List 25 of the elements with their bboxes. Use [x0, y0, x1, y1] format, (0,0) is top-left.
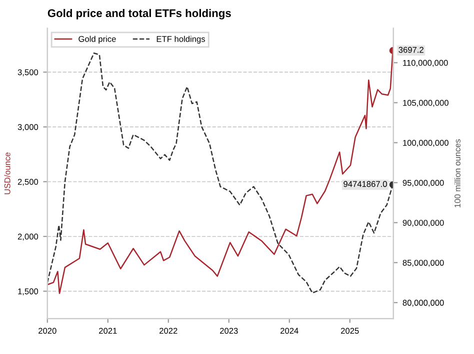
y2-axis-title: 100 million ounces: [454, 139, 460, 208]
y2-tick-label: 110,000,000: [403, 60, 448, 67]
x-tick-label: 2023: [220, 328, 238, 334]
data-label: 94741867.0: [344, 181, 387, 187]
y-axis-title: USD/ounce: [4, 152, 10, 194]
y2-tick-label: 80,000,000: [402, 300, 444, 307]
x-tick-label: 2022: [160, 328, 178, 334]
x-tick-label: 2021: [99, 328, 117, 334]
chart-title: Gold price and total ETFs holdings: [48, 8, 231, 20]
y2-tick-label: 95,000,000: [402, 180, 444, 187]
y-tick-label: 3,500: [18, 69, 38, 76]
x-tick-label: 2025: [341, 328, 359, 334]
y2-tick-label: 100,000,000: [403, 140, 448, 147]
y-tick-label: 3,000: [18, 124, 38, 131]
y2-tick-label: 85,000,000: [402, 260, 444, 267]
x-tick-label: 2020: [38, 328, 56, 334]
data-label: 3697.2: [398, 46, 424, 53]
y2-tick-label: 105,000,000: [403, 100, 448, 107]
x-tick-label: 2024: [280, 328, 298, 334]
y-tick-label: 2,500: [18, 178, 38, 186]
y-tick-label: 1,500: [18, 288, 38, 296]
legend-label: Gold price: [78, 36, 116, 44]
y-tick-label: 2,000: [18, 234, 38, 241]
legend-label: ETF holdings: [156, 36, 206, 44]
y2-tick-label: 90,000,000: [402, 220, 444, 227]
